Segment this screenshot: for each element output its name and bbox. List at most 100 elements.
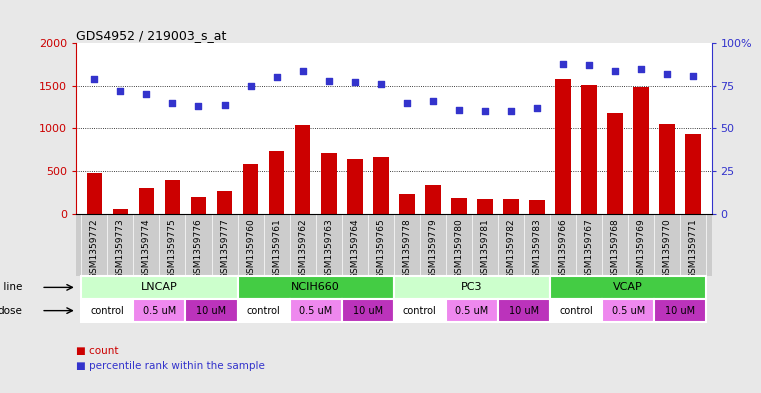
Text: GSM1359770: GSM1359770 — [663, 219, 672, 279]
Bar — [237, 276, 394, 299]
Text: GSM1359762: GSM1359762 — [298, 219, 307, 279]
Text: dose: dose — [0, 306, 22, 316]
Text: control: control — [247, 306, 281, 316]
Text: 0.5 uM: 0.5 uM — [455, 306, 489, 316]
Point — [583, 62, 595, 68]
Text: GSM1359766: GSM1359766 — [559, 219, 568, 279]
Bar — [550, 299, 602, 322]
Bar — [602, 299, 654, 322]
Point — [271, 74, 283, 81]
Point — [557, 61, 569, 67]
Text: 10 uM: 10 uM — [196, 306, 227, 316]
Bar — [550, 276, 706, 299]
Point — [661, 71, 673, 77]
Bar — [607, 113, 623, 214]
Text: GSM1359774: GSM1359774 — [142, 219, 151, 279]
Bar — [347, 159, 362, 214]
Bar — [290, 299, 342, 322]
Text: GSM1359778: GSM1359778 — [403, 219, 412, 279]
Bar — [342, 299, 394, 322]
Text: GSM1359769: GSM1359769 — [637, 219, 646, 279]
Text: GSM1359760: GSM1359760 — [246, 219, 255, 279]
Point — [453, 107, 465, 113]
Bar — [446, 299, 498, 322]
Bar — [581, 85, 597, 214]
Text: GSM1359771: GSM1359771 — [689, 219, 698, 279]
Point — [401, 100, 413, 106]
Text: GSM1359780: GSM1359780 — [454, 219, 463, 279]
Point — [244, 83, 256, 89]
Point — [323, 77, 335, 84]
Bar — [81, 299, 133, 322]
Text: ■ percentile rank within the sample: ■ percentile rank within the sample — [76, 362, 265, 371]
Text: GSM1359765: GSM1359765 — [376, 219, 385, 279]
Point — [635, 66, 648, 72]
Bar — [394, 276, 550, 299]
Text: control: control — [559, 306, 593, 316]
Text: GSM1359763: GSM1359763 — [324, 219, 333, 279]
Bar — [186, 299, 237, 322]
Text: GSM1359761: GSM1359761 — [272, 219, 281, 279]
Bar — [295, 125, 310, 214]
Text: 10 uM: 10 uM — [509, 306, 539, 316]
Bar — [686, 134, 701, 214]
Text: GSM1359781: GSM1359781 — [480, 219, 489, 279]
Bar — [425, 185, 441, 214]
Point — [374, 81, 387, 87]
Text: NCIH660: NCIH660 — [291, 283, 340, 292]
Point — [687, 72, 699, 79]
Point — [427, 98, 439, 105]
Text: GSM1359777: GSM1359777 — [220, 219, 229, 279]
Text: GSM1359768: GSM1359768 — [610, 219, 619, 279]
Text: 10 uM: 10 uM — [352, 306, 383, 316]
Bar — [269, 151, 285, 214]
Text: GSM1359775: GSM1359775 — [168, 219, 177, 279]
Text: PC3: PC3 — [461, 283, 482, 292]
Text: GSM1359782: GSM1359782 — [507, 219, 515, 279]
Bar — [113, 209, 128, 214]
Bar — [498, 299, 550, 322]
Text: GSM1359783: GSM1359783 — [533, 219, 542, 279]
Text: 0.5 uM: 0.5 uM — [612, 306, 645, 316]
Text: GSM1359767: GSM1359767 — [584, 219, 594, 279]
Point — [193, 103, 205, 110]
Point — [531, 105, 543, 111]
Bar — [81, 276, 237, 299]
Point — [140, 91, 152, 97]
Point — [88, 76, 100, 82]
Bar — [529, 200, 545, 214]
Text: 10 uM: 10 uM — [665, 306, 696, 316]
Text: GSM1359773: GSM1359773 — [116, 219, 125, 279]
Bar — [237, 299, 290, 322]
Point — [349, 79, 361, 86]
Point — [479, 108, 491, 115]
Text: control: control — [91, 306, 124, 316]
Bar — [164, 180, 180, 214]
Bar — [556, 79, 571, 214]
Bar — [321, 153, 336, 214]
Bar — [373, 158, 389, 214]
Text: GSM1359772: GSM1359772 — [90, 219, 99, 279]
Bar — [394, 299, 446, 322]
Bar — [451, 198, 466, 214]
Point — [505, 108, 517, 115]
Point — [114, 88, 126, 94]
Text: cell line: cell line — [0, 283, 22, 292]
Text: 0.5 uM: 0.5 uM — [299, 306, 333, 316]
Bar — [87, 173, 102, 214]
Point — [609, 67, 621, 73]
Text: LNCAP: LNCAP — [141, 283, 178, 292]
Text: VCAP: VCAP — [613, 283, 643, 292]
Bar — [139, 188, 154, 214]
Bar — [217, 191, 232, 214]
Point — [167, 100, 179, 106]
Bar — [399, 194, 415, 214]
Bar — [133, 299, 186, 322]
Text: ■ count: ■ count — [76, 346, 119, 356]
Text: control: control — [403, 306, 437, 316]
Text: 0.5 uM: 0.5 uM — [143, 306, 176, 316]
Text: GDS4952 / 219003_s_at: GDS4952 / 219003_s_at — [76, 29, 227, 42]
Bar — [191, 196, 206, 214]
Bar — [654, 299, 706, 322]
Bar — [503, 199, 519, 214]
